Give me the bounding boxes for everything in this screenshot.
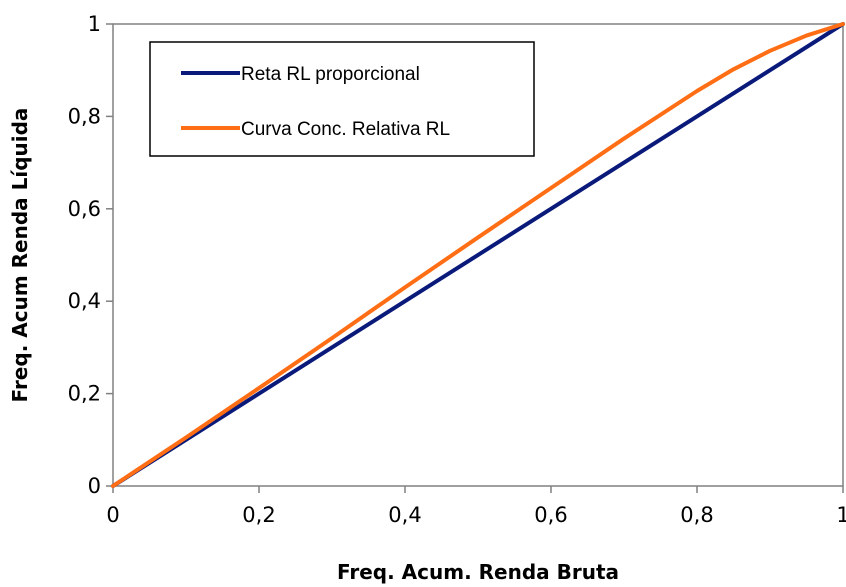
legend-label-curva: Curva Conc. Relativa RL xyxy=(241,119,450,140)
x-tick-label: 0,6 xyxy=(534,503,567,527)
y-tick-label: 0,4 xyxy=(68,289,101,313)
y-tick-label: 0,2 xyxy=(68,382,101,406)
x-tick-label: 1 xyxy=(836,503,846,527)
x-axis-title: Freq. Acum. Renda Bruta xyxy=(337,560,619,584)
x-tick-label: 0,2 xyxy=(242,503,275,527)
y-tick-label: 1 xyxy=(88,12,101,36)
legend: Reta RL proporcional Curva Conc. Relativ… xyxy=(149,41,535,157)
series-line-curva xyxy=(111,22,845,488)
y-axis-ticks: 0 0,2 0,4 0,6 0,8 1 xyxy=(68,12,113,498)
x-axis-ticks: 0 0,2 0,4 0,6 0,8 1 xyxy=(106,486,846,527)
y-tick-label: 0 xyxy=(88,474,101,498)
y-tick-label: 0,8 xyxy=(68,104,101,128)
series-layer xyxy=(111,22,845,488)
legend-label-reta: Reta RL proporcional xyxy=(241,64,420,85)
x-tick-label: 0,4 xyxy=(388,503,421,527)
x-tick-label: 0 xyxy=(106,503,119,527)
y-axis-title: Freq. Acum Renda Líquida xyxy=(8,108,32,403)
y-tick-label: 0,6 xyxy=(68,197,101,221)
series-line-reta xyxy=(111,22,845,488)
legend-box xyxy=(149,41,535,157)
x-tick-label: 0,8 xyxy=(680,503,713,527)
